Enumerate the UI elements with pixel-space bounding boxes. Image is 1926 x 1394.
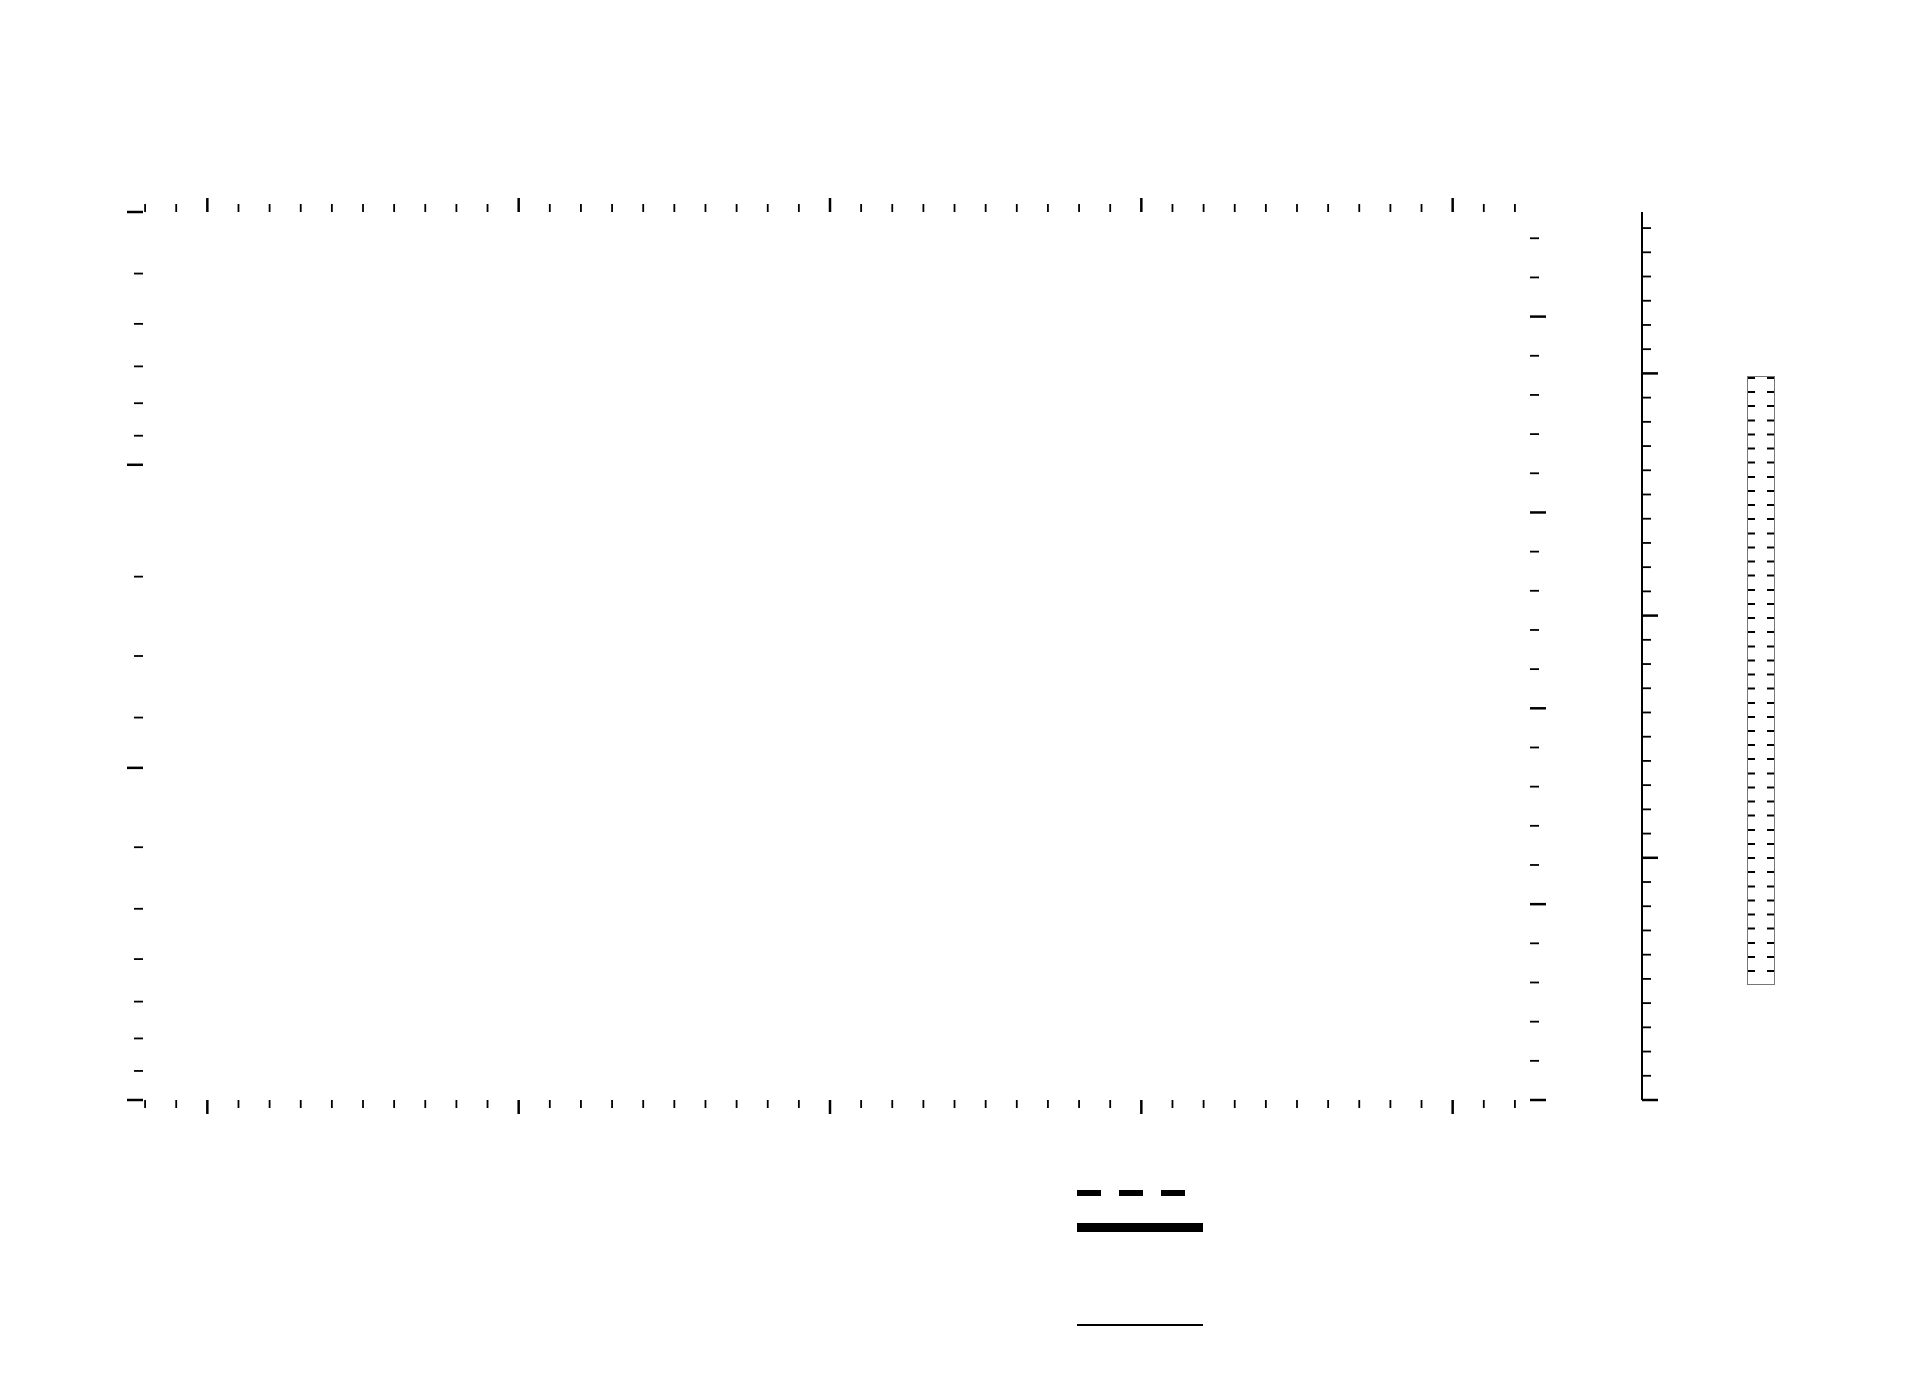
n2-dashed-line-sample bbox=[1077, 1256, 1203, 1264]
colorbar-ticks-left bbox=[1748, 377, 1755, 984]
theta-dotted-line-sample bbox=[1077, 1356, 1203, 1360]
wind-speed-line-sample bbox=[1077, 1324, 1203, 1326]
ozone-line-sample bbox=[1077, 1290, 1203, 1296]
gmao-tropopause-line-sample bbox=[1077, 1223, 1203, 1232]
colorbar bbox=[1747, 376, 1775, 985]
colorbar-ticks-right bbox=[1767, 377, 1774, 984]
legend-box bbox=[1055, 1165, 1465, 1377]
epv-dashed-line-sample bbox=[1077, 1190, 1203, 1196]
